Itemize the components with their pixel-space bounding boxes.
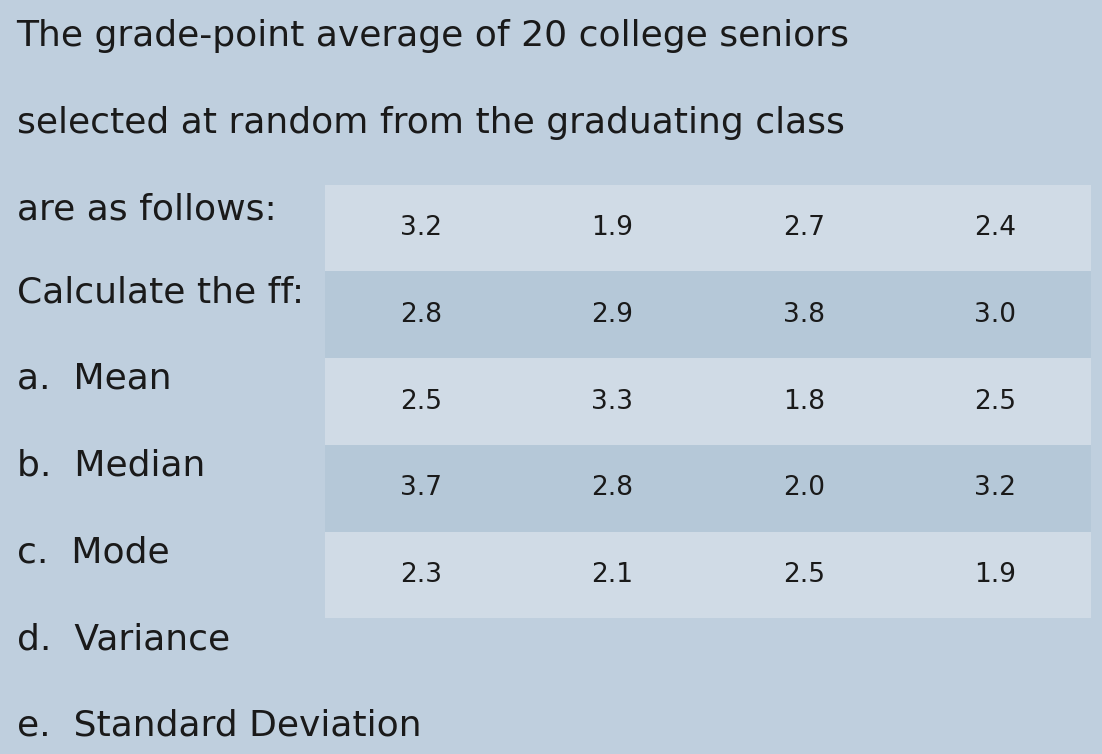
Text: e.  Standard Deviation: e. Standard Deviation <box>17 709 421 743</box>
Text: 1.9: 1.9 <box>592 215 634 241</box>
Text: 3.7: 3.7 <box>400 475 442 501</box>
Text: 3.8: 3.8 <box>782 302 824 328</box>
FancyBboxPatch shape <box>325 532 1091 618</box>
Text: a.  Mean: a. Mean <box>17 362 171 396</box>
Text: 2.5: 2.5 <box>400 388 442 415</box>
Text: 2.5: 2.5 <box>782 562 824 588</box>
Text: 2.4: 2.4 <box>974 215 1016 241</box>
Text: 2.7: 2.7 <box>782 215 824 241</box>
Text: 2.8: 2.8 <box>400 302 442 328</box>
Text: 2.5: 2.5 <box>974 388 1016 415</box>
Text: 1.8: 1.8 <box>782 388 824 415</box>
FancyBboxPatch shape <box>325 358 1091 445</box>
Text: 2.8: 2.8 <box>592 475 634 501</box>
Text: 2.0: 2.0 <box>782 475 824 501</box>
Text: d.  Variance: d. Variance <box>17 622 229 656</box>
Text: 3.2: 3.2 <box>974 475 1016 501</box>
Text: are as follows:: are as follows: <box>17 192 277 226</box>
Text: 2.3: 2.3 <box>400 562 442 588</box>
FancyBboxPatch shape <box>325 185 1091 271</box>
Text: The grade-point average of 20 college seniors: The grade-point average of 20 college se… <box>17 19 850 53</box>
FancyBboxPatch shape <box>325 271 1091 358</box>
Text: 1.9: 1.9 <box>974 562 1016 588</box>
Text: c.  Mode: c. Mode <box>17 535 169 569</box>
Text: 3.2: 3.2 <box>400 215 442 241</box>
Text: Calculate the ff:: Calculate the ff: <box>17 275 304 309</box>
Text: b.  Median: b. Median <box>17 449 205 483</box>
Text: 2.1: 2.1 <box>592 562 634 588</box>
Text: 2.9: 2.9 <box>592 302 634 328</box>
Text: 3.3: 3.3 <box>592 388 634 415</box>
Text: 3.0: 3.0 <box>974 302 1016 328</box>
Text: selected at random from the graduating class: selected at random from the graduating c… <box>17 106 844 139</box>
FancyBboxPatch shape <box>325 445 1091 532</box>
